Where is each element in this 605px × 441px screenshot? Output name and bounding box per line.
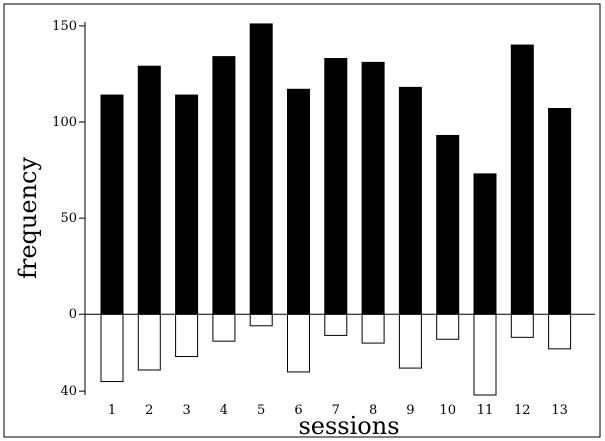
- x-tick-label-9: 9: [406, 403, 414, 418]
- bar-positive-1: [100, 94, 124, 315]
- bar-negative-5: [249, 313, 273, 327]
- bar-negative-12: [510, 313, 534, 338]
- bar-negative-6: [287, 313, 310, 373]
- bar-negative-11: [473, 313, 497, 396]
- x-axis-title: sessions: [298, 412, 399, 440]
- bar-negative-13: [548, 313, 572, 350]
- y-ticks-group: 0 50 100 150 40: [52, 19, 85, 399]
- bar-positive-13: [548, 108, 572, 315]
- y-tick-label: 0: [69, 307, 77, 322]
- bar-negative-10: [436, 313, 460, 340]
- bar-positive-10: [436, 134, 460, 315]
- y-tick-label: 50: [60, 211, 77, 226]
- x-tick-label-8: 8: [369, 403, 377, 418]
- x-tick-label-4: 4: [220, 403, 228, 418]
- bar-positive-4: [212, 56, 236, 315]
- bar-positive-6: [287, 88, 310, 315]
- bar-positive-7: [324, 58, 348, 315]
- x-tick-label-3: 3: [182, 403, 190, 418]
- y-axis-title: frequency: [14, 157, 42, 279]
- y-tick-label: 150: [52, 19, 77, 34]
- bar-positive-2: [137, 65, 161, 315]
- x-tick-label-11: 11: [477, 403, 494, 418]
- x-tick-label-7: 7: [332, 403, 340, 418]
- x-tick-label-5: 5: [257, 403, 265, 418]
- x-tick-label-10: 10: [439, 403, 456, 418]
- bar-negative-4: [212, 313, 236, 342]
- x-ticks-group: 1 2 3 4 5 6 7 8 9 10 11 12 13: [108, 403, 568, 418]
- bar-positive-3: [175, 94, 199, 315]
- y-tick-label: 40: [60, 384, 77, 399]
- bars-group: [100, 23, 572, 396]
- bar-positive-8: [361, 61, 385, 315]
- bar-negative-3: [175, 313, 199, 358]
- bar-positive-9: [398, 86, 422, 315]
- x-tick-label-2: 2: [145, 403, 153, 418]
- x-tick-label-13: 13: [551, 403, 568, 418]
- x-tick-label-6: 6: [294, 403, 302, 418]
- bar-positive-5: [249, 23, 273, 315]
- bar-positive-12: [510, 44, 534, 315]
- x-tick-label-1: 1: [108, 403, 116, 418]
- y-tick-label: 100: [52, 115, 77, 130]
- bar-negative-8: [361, 313, 385, 344]
- bar-negative-2: [137, 313, 161, 371]
- bar-negative-7: [324, 313, 348, 336]
- bar-negative-9: [398, 313, 422, 369]
- x-tick-label-12: 12: [514, 403, 531, 418]
- bar-positive-11: [473, 173, 497, 315]
- bar-negative-1: [100, 313, 124, 383]
